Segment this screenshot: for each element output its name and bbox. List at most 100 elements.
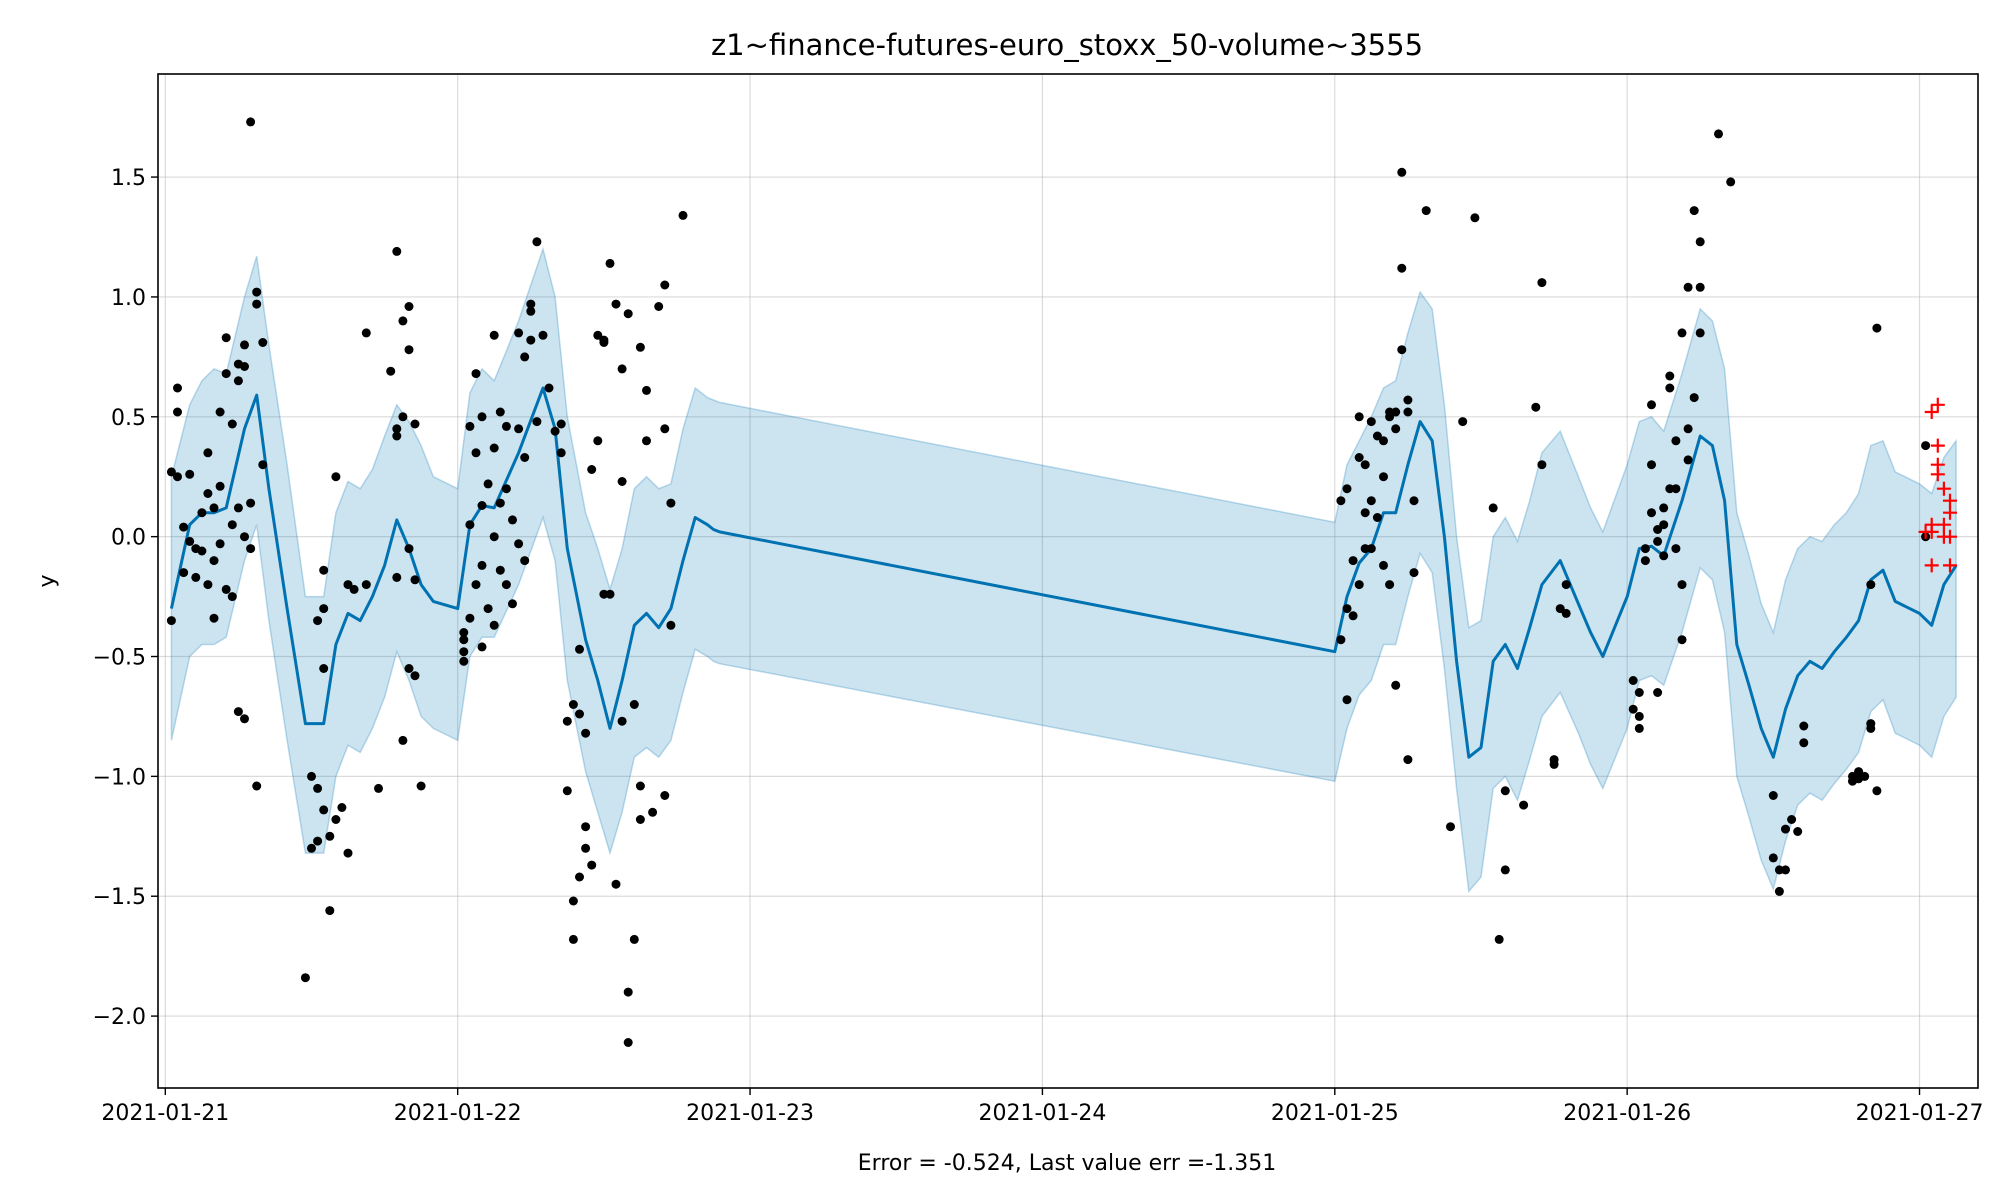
observed-point [489, 532, 499, 542]
observed-point [1391, 407, 1401, 417]
observed-point [1677, 635, 1687, 645]
observed-point [343, 848, 353, 858]
observed-point [1397, 345, 1407, 355]
observed-point [1854, 767, 1864, 777]
observed-point [642, 385, 651, 395]
future-point [1943, 558, 1957, 573]
observed-point [1799, 738, 1809, 748]
observed-point [1781, 865, 1790, 875]
observed-point [1500, 786, 1510, 796]
observed-point [1726, 177, 1736, 187]
future-point [1936, 481, 1951, 496]
y-tick-label: 0.5 [111, 406, 146, 431]
observed-point [240, 340, 249, 350]
observed-point [1640, 544, 1650, 554]
observed-point [477, 501, 487, 510]
observed-point [477, 642, 487, 652]
observed-point [300, 973, 310, 983]
y-tick-label: 1.0 [111, 286, 146, 311]
observed-point [203, 448, 213, 458]
observed-point [1768, 791, 1778, 800]
observed-point [203, 489, 213, 498]
observed-point [398, 735, 408, 745]
observed-point [508, 515, 517, 525]
observed-point [1500, 865, 1510, 875]
observed-point [325, 906, 335, 916]
observed-point [203, 580, 213, 590]
observed-point [1768, 853, 1778, 863]
uncertainty-interval [170, 246, 1957, 894]
observed-point [520, 352, 530, 362]
x-tick-label: 2021-01-23 [686, 1101, 814, 1126]
observed-point [1531, 402, 1541, 412]
observed-point [1391, 680, 1401, 690]
observed-point [483, 479, 493, 489]
observed-point [246, 544, 256, 554]
observed-point [1640, 556, 1650, 566]
observed-point [173, 472, 182, 482]
future-point [1924, 405, 1939, 419]
observed-point [209, 613, 219, 623]
observed-point [1379, 436, 1388, 446]
x-tick-label: 2021-01-22 [394, 1101, 522, 1126]
observed-point [593, 436, 603, 446]
observed-point [465, 520, 475, 530]
observed-point [1354, 453, 1364, 462]
observed-point [678, 210, 688, 220]
x-axis-label: Error = -0.524, Last value err =-1.351 [858, 1151, 1276, 1176]
observed-point [1799, 721, 1809, 731]
observed-point [410, 419, 420, 429]
observed-point [1397, 263, 1407, 273]
observed-point [568, 896, 578, 906]
observed-point [337, 803, 347, 812]
observed-point [1683, 424, 1693, 434]
observed-point [233, 376, 243, 386]
observed-point [1671, 544, 1681, 554]
x-tick-label: 2021-01-26 [1563, 1101, 1691, 1126]
observed-point [501, 484, 511, 494]
observed-point [477, 560, 487, 570]
observed-point [1488, 503, 1498, 513]
observed-point [489, 330, 499, 340]
observed-point [1403, 755, 1413, 765]
observed-point [331, 815, 341, 824]
observed-point [319, 664, 329, 673]
future-point [1930, 397, 1945, 412]
observed-point [1665, 371, 1675, 381]
observed-point [410, 671, 420, 681]
observed-point [1379, 560, 1388, 570]
observed-point [252, 299, 262, 309]
y-tick-label: −0.5 [93, 646, 146, 671]
observed-point [1781, 824, 1790, 834]
observed-point [532, 417, 542, 427]
observed-point [185, 469, 195, 479]
observed-point [459, 656, 469, 666]
future-point [1930, 438, 1945, 453]
observed-point [392, 424, 402, 434]
observed-point [587, 860, 597, 870]
observed-point [556, 448, 566, 458]
observed-point [623, 1038, 633, 1047]
observed-point [568, 934, 578, 944]
observed-point [1659, 503, 1669, 513]
observed-point [1372, 431, 1382, 441]
observed-point [173, 383, 182, 393]
observed-point [404, 544, 414, 554]
x-tick-label: 2021-01-24 [978, 1101, 1106, 1126]
observed-point [520, 453, 530, 462]
observed-point [1647, 508, 1656, 518]
observed-point [1336, 635, 1346, 645]
observed-point [398, 412, 408, 422]
observed-point [197, 546, 207, 556]
observed-point [410, 575, 420, 585]
observed-point [581, 843, 591, 853]
observed-point [1403, 395, 1413, 405]
observed-point [1683, 455, 1693, 465]
observed-point [1671, 484, 1681, 494]
observed-point [343, 580, 353, 590]
y-tick-label: 1.5 [111, 166, 146, 191]
observed-point [465, 421, 475, 431]
future-point [1943, 493, 1957, 508]
observed-point [1403, 407, 1413, 417]
